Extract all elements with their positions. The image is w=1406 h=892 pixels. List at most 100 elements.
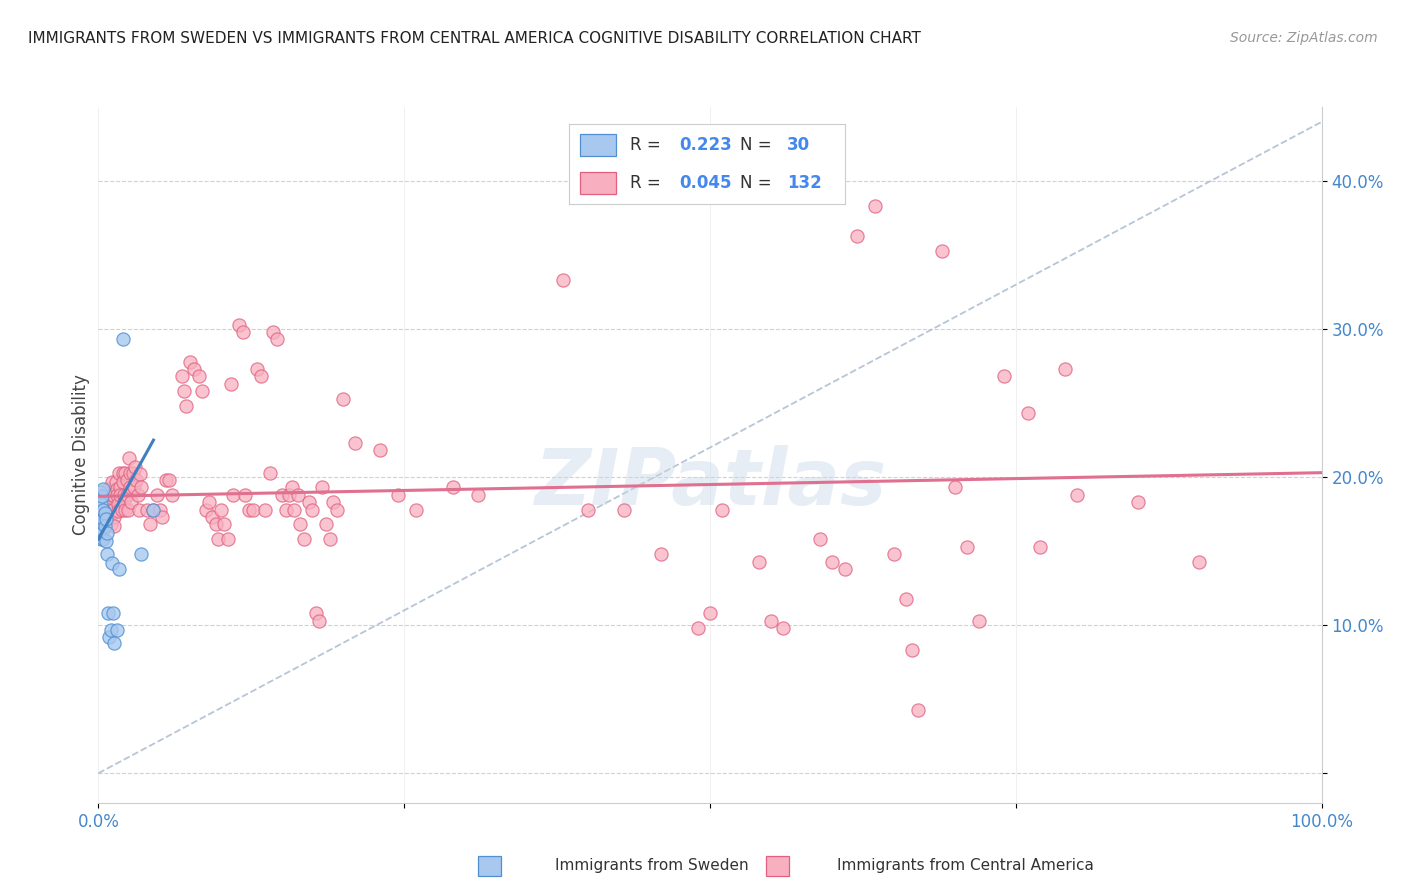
Point (118, 450, 141, 465)
Point (368, 443, 391, 458)
Point (89, 507, 111, 521)
Point (228, 318, 250, 332)
Point (201, 510, 224, 524)
Point (91, 482, 114, 496)
Point (142, 502, 165, 516)
Point (136, 502, 159, 516)
Point (160, 488, 183, 502)
Point (266, 333, 288, 347)
Point (97, 607, 120, 621)
Point (122, 481, 145, 495)
Point (101, 502, 124, 516)
Point (298, 495, 321, 509)
Point (287, 488, 309, 502)
Point (845, 228, 868, 243)
Point (686, 621, 709, 635)
Point (103, 510, 125, 524)
Point (91, 502, 114, 516)
Text: IMMIGRANTS FROM SWEDEN VS IMMIGRANTS FROM CENTRAL AMERICA COGNITIVE DISABILITY C: IMMIGRANTS FROM SWEDEN VS IMMIGRANTS FRO… (28, 31, 921, 46)
Point (308, 614, 330, 628)
Point (197, 495, 219, 509)
Point (907, 702, 929, 716)
Point (96, 526, 118, 541)
Point (967, 614, 990, 628)
Point (748, 554, 770, 568)
Point (808, 533, 831, 547)
Point (274, 502, 297, 516)
Point (576, 502, 599, 516)
Point (105, 482, 128, 496)
Point (191, 384, 214, 399)
Point (931, 244, 953, 258)
Point (105, 623, 128, 637)
Point (112, 488, 135, 502)
Point (115, 488, 138, 502)
Point (250, 369, 273, 384)
Point (98, 630, 121, 644)
Point (1188, 554, 1211, 568)
Point (311, 481, 333, 495)
Point (110, 488, 132, 502)
Point (1053, 362, 1076, 376)
Point (139, 517, 162, 532)
Point (187, 369, 209, 384)
Text: Source: ZipAtlas.com: Source: ZipAtlas.com (1230, 31, 1378, 45)
Point (91, 533, 114, 547)
Point (956, 540, 979, 554)
Point (111, 466, 134, 480)
Point (405, 502, 427, 516)
Point (107, 497, 129, 511)
Point (772, 621, 794, 635)
Point (1029, 540, 1052, 554)
Point (100, 488, 122, 502)
Point (142, 502, 165, 516)
Point (1128, 495, 1150, 509)
Point (467, 488, 489, 502)
Point (94, 533, 117, 548)
Point (93, 519, 115, 533)
Point (89, 484, 111, 499)
Point (217, 533, 239, 547)
Point (150, 510, 173, 524)
Point (129, 547, 152, 561)
Point (441, 481, 464, 495)
Point (110, 481, 132, 495)
Point (650, 547, 672, 561)
Point (112, 495, 135, 509)
Point (129, 481, 152, 495)
Point (124, 459, 146, 474)
Point (246, 362, 269, 376)
Point (103, 519, 125, 533)
Point (242, 502, 264, 516)
Point (262, 325, 284, 339)
Point (344, 436, 367, 450)
Point (761, 614, 783, 628)
Point (219, 376, 242, 391)
Point (238, 502, 260, 516)
Point (711, 502, 734, 516)
Point (290, 517, 312, 532)
Point (111, 333, 134, 347)
Point (322, 495, 344, 509)
Point (943, 481, 966, 495)
Point (108, 466, 131, 480)
Point (993, 369, 1015, 384)
Point (100, 507, 122, 521)
Point (155, 473, 177, 487)
Point (103, 636, 125, 650)
Point (183, 362, 205, 376)
Point (90, 533, 112, 547)
Point (129, 467, 152, 482)
Point (91, 511, 114, 525)
Point (387, 488, 409, 502)
Point (222, 488, 245, 502)
Point (125, 473, 148, 487)
Point (90, 497, 112, 511)
Point (326, 502, 349, 516)
Point (214, 517, 236, 532)
Point (100, 623, 122, 637)
Point (283, 502, 305, 516)
Point (98, 492, 121, 507)
Point (179, 354, 201, 368)
Text: Immigrants from Sweden: Immigrants from Sweden (555, 858, 749, 872)
